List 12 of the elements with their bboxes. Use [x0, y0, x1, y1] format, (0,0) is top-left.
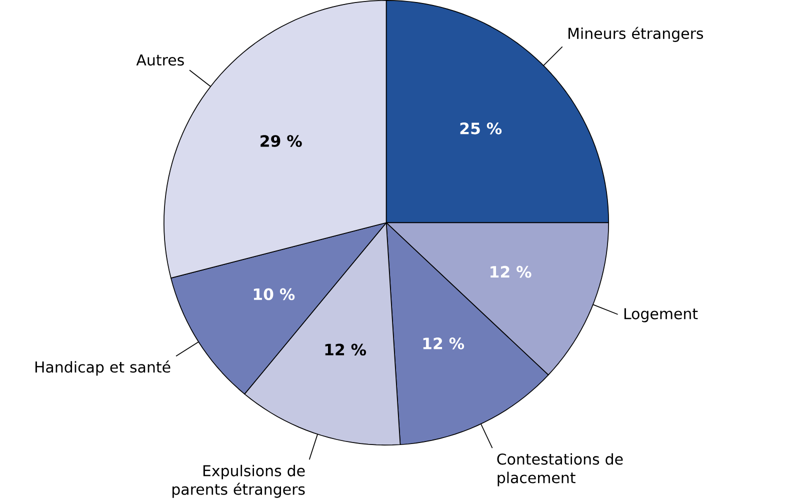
slice-label: Logement	[624, 308, 698, 322]
data-label: 12 %	[490, 266, 532, 278]
data-label: 12 %	[325, 344, 366, 356]
slice-label: Mineurs étrangers	[568, 27, 704, 42]
data-label: 12 %	[423, 338, 464, 350]
data-label: 29 %	[260, 135, 302, 148]
slice-label: Contestations de placement	[497, 453, 623, 486]
slice-label: Handicap et santé	[35, 360, 170, 376]
data-label: 25 %	[460, 122, 502, 134]
slice-label: Expulsions de parents étrangers	[172, 464, 305, 498]
slice-label: Autres	[136, 54, 184, 66]
data-label: 10 %	[254, 288, 295, 300]
